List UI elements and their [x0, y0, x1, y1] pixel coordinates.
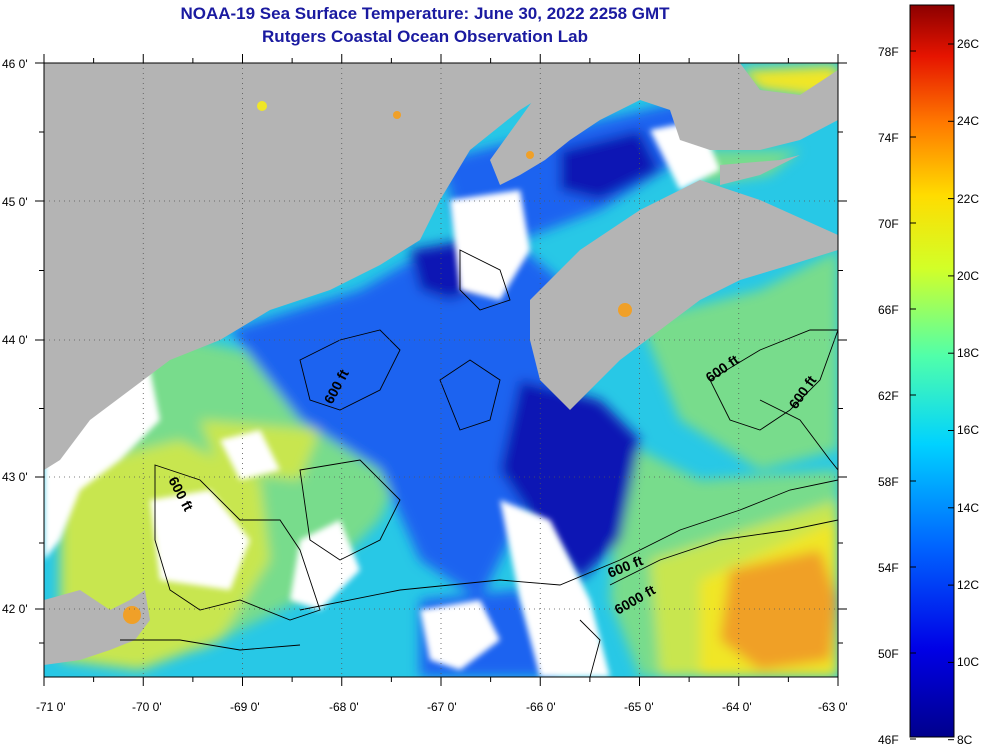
sst-deep-blue-area: [500, 380, 640, 580]
bathymetry-contours: [120, 249, 838, 677]
land-pei: [720, 155, 800, 185]
lon-label: -68 0': [329, 700, 359, 714]
cloud-patch: [220, 430, 280, 480]
land-nova-scotia: [530, 180, 838, 410]
contour-600ft: [299, 459, 401, 561]
temperature-colorbar: 78F 74F 70F 66F 62F 58F 54F 50F 46F 26C …: [878, 4, 979, 747]
lat-label: 45 0': [2, 195, 28, 209]
sst-blue-area: [230, 230, 560, 600]
lon-label: -66 0': [526, 700, 556, 714]
map-subtitle: Rutgers Coastal Ocean Observation Lab: [262, 27, 588, 46]
lat-label: 44 0': [2, 333, 28, 347]
coastal-warm-spots: [123, 101, 632, 624]
lon-axis-labels: -71 0' -70 0' -69 0' -68 0' -67 0' -66 0…: [36, 700, 848, 714]
cloud-patch: [500, 500, 610, 677]
land-new-brunswick: [490, 63, 838, 185]
lon-label: -71 0': [36, 700, 66, 714]
fahrenheit-label: 62F: [878, 389, 899, 403]
celsius-label: 14C: [957, 501, 979, 515]
lat-axis-labels: 46 0' 45 0' 44 0' 43 0' 42 0': [2, 57, 28, 616]
sst-orange-area: [720, 550, 838, 670]
lon-label: -65 0': [624, 700, 654, 714]
fahrenheit-label: 70F: [878, 217, 899, 231]
celsius-label: 26C: [957, 37, 979, 51]
lon-label: -64 0': [722, 700, 752, 714]
map-area: [44, 63, 838, 677]
sst-deep-blue-area: [560, 130, 660, 200]
celsius-label: 16C: [957, 423, 979, 437]
fahrenheit-label: 46F: [878, 733, 899, 747]
axis-ticks: [35, 54, 847, 686]
colorbar-gradient: [909, 4, 955, 738]
contour-600ft: [759, 399, 838, 471]
fahrenheit-label: 74F: [878, 131, 899, 145]
contour-600ft: [439, 359, 501, 431]
lat-label: 42 0': [2, 602, 28, 616]
colorbar-celsius-labels: 26C 24C 22C 20C 18C 16C 14C 12C 10C 8C: [957, 37, 979, 747]
lon-label: -67 0': [427, 700, 457, 714]
warm-spot: [123, 606, 141, 624]
lon-label: -70 0': [132, 700, 162, 714]
land: [44, 63, 838, 665]
lat-label: 43 0': [2, 470, 28, 484]
celsius-label: 12C: [957, 578, 979, 592]
colorbar-ticks: [910, 43, 954, 741]
cloud-patch: [450, 190, 530, 300]
contour-600ft: [709, 329, 838, 431]
lat-label: 46 0': [2, 57, 28, 71]
contour-600ft: [154, 464, 321, 621]
celsius-label: 18C: [957, 346, 979, 360]
warm-spot: [618, 303, 632, 317]
contour-600ft: [120, 639, 301, 651]
contour-600ft: [579, 619, 601, 677]
fahrenheit-label: 58F: [878, 475, 899, 489]
map-title: NOAA-19 Sea Surface Temperature: June 30…: [180, 4, 670, 23]
warm-spot: [393, 111, 401, 119]
contour-600ft: [459, 249, 511, 311]
fahrenheit-label: 78F: [878, 45, 899, 59]
celsius-label: 20C: [957, 269, 979, 283]
fahrenheit-label: 50F: [878, 647, 899, 661]
fahrenheit-label: 66F: [878, 303, 899, 317]
sst-green-area: [640, 250, 838, 470]
celsius-label: 8C: [957, 733, 973, 747]
land-cape-cod: [44, 590, 150, 665]
land-new-england: [44, 63, 560, 470]
lon-label: -69 0': [230, 700, 260, 714]
contour-600ft: [299, 329, 401, 411]
fahrenheit-label: 54F: [878, 561, 899, 575]
contour-600ft: [609, 519, 838, 586]
contour-6000ft: [299, 479, 838, 611]
cloud-patch: [290, 520, 360, 610]
warm-spot: [257, 101, 267, 111]
cloud-patch: [420, 600, 500, 670]
lon-label: -63 0': [818, 700, 848, 714]
colorbar-fahrenheit-labels: 78F 74F 70F 66F 62F 58F 54F 50F 46F: [878, 45, 899, 747]
celsius-label: 10C: [957, 655, 979, 669]
celsius-label: 22C: [957, 192, 979, 206]
cloud-patch: [150, 490, 250, 590]
celsius-label: 24C: [957, 114, 979, 128]
warm-spot: [526, 151, 534, 159]
